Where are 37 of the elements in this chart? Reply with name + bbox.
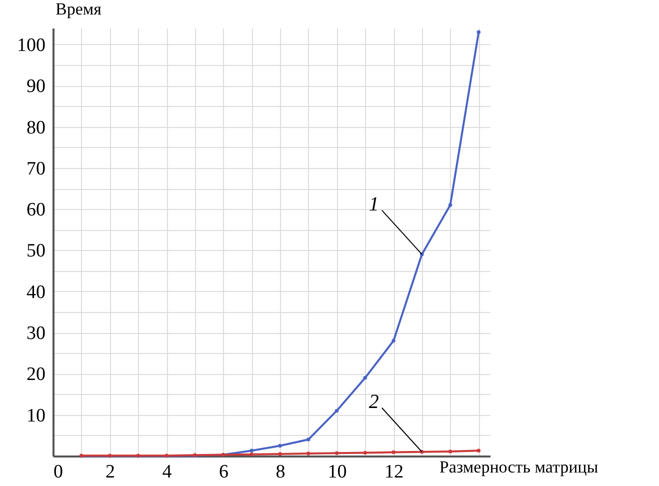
point — [363, 376, 368, 380]
point — [278, 452, 282, 456]
point — [250, 448, 254, 453]
x-tick-label: 12 — [384, 462, 404, 482]
point — [334, 451, 339, 455]
y-tick-label: 70 — [26, 158, 46, 180]
y-tick-label: 20 — [26, 364, 46, 386]
y-axis-title: Время — [56, 0, 102, 18]
point — [306, 452, 310, 456]
point — [448, 203, 452, 207]
point — [448, 450, 452, 454]
point — [476, 448, 481, 453]
x-tick-label: 8 — [276, 462, 286, 482]
point — [278, 444, 282, 448]
y-tick-label: 30 — [26, 323, 46, 344]
x-tick-label: 4 — [162, 462, 172, 482]
x-tick-label: 6 — [219, 462, 229, 482]
y-tick-label: 40 — [26, 282, 46, 303]
point — [392, 450, 396, 454]
annotation: 1 — [368, 193, 379, 216]
point — [476, 30, 481, 34]
y-tick-label: 80 — [26, 117, 46, 138]
point — [334, 408, 339, 413]
x-tick-label: 2 — [106, 462, 116, 482]
y-tick-label: 50 — [26, 240, 46, 262]
x-tick-label: 10 — [328, 462, 347, 482]
x-tick-label: 0 — [54, 462, 63, 482]
point — [363, 450, 368, 455]
y-tick-label: 100 — [17, 34, 46, 56]
point — [392, 338, 396, 343]
annotation: 2 — [368, 390, 379, 413]
y-tick-label: 90 — [26, 76, 46, 98]
y-tick-label: 60 — [26, 200, 46, 221]
y-tick-label: 10 — [26, 405, 46, 426]
x-axis-title: Размерность матрицы — [439, 458, 599, 476]
point — [306, 438, 310, 442]
point — [250, 452, 254, 456]
